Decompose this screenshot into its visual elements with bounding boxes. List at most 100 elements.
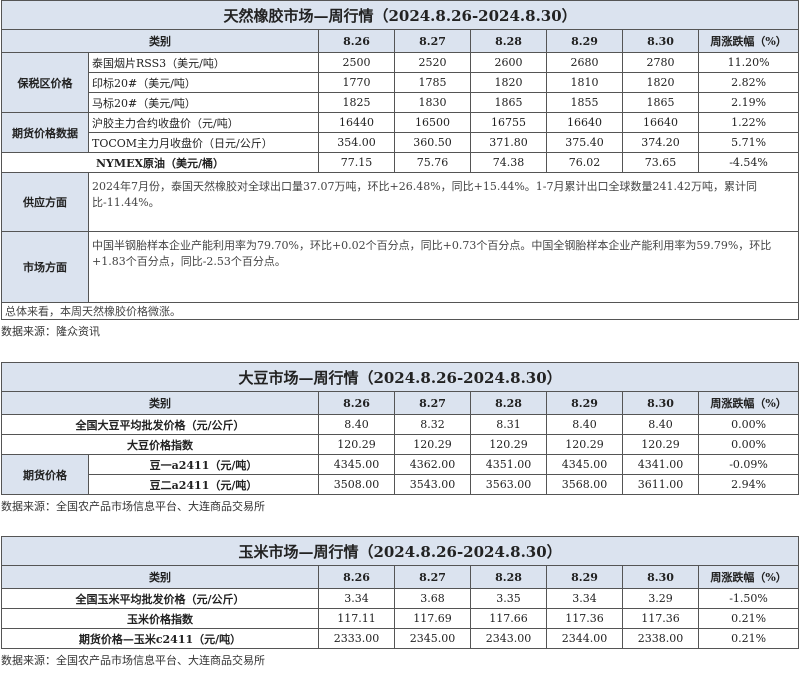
value-cell: 2333.00	[318, 628, 395, 649]
table-title: 玉米市场—周行情（2024.8.26-2024.8.30）	[0, 536, 800, 566]
price-table: 大豆市场—周行情（2024.8.26-2024.8.30） 类别 8.26 8.27 8…	[0, 362, 800, 495]
value-cell: 1810	[546, 72, 623, 93]
value-cell: 75.76	[394, 152, 471, 173]
item-cell: 全国大豆平均批发价格（元/公斤）	[1, 414, 319, 435]
value-cell: 8.32	[394, 414, 471, 435]
change-cell: 2.82%	[697, 72, 800, 93]
price-table: 玉米市场—周行情（2024.8.26-2024.8.30） 类别 8.26 8.27 8…	[0, 536, 800, 649]
header-cell: 8.30	[622, 391, 699, 415]
note-text: 2024年7月份，泰国天然橡胶对全球出口量37.07万吨，环比+26.48%，同…	[87, 172, 800, 232]
header-cell: 8.26	[318, 565, 395, 589]
value-cell: 3611.00	[622, 474, 699, 495]
value-cell: 4362.00	[394, 454, 471, 475]
note-text: 中国半钢胎样本企业产能利用率为79.70%，环比+0.02个百分点，同比+0.7…	[87, 231, 800, 303]
value-cell: 374.20	[622, 132, 699, 153]
value-cell: 16640	[622, 112, 699, 133]
header-cell: 8.26	[318, 29, 395, 53]
item-cell: NYMEX原油（美元/桶）	[1, 152, 319, 173]
value-cell: 120.29	[394, 434, 471, 455]
value-cell: 4345.00	[546, 454, 623, 475]
value-cell: 8.40	[318, 414, 395, 435]
value-cell: 3.68	[394, 588, 471, 609]
value-cell: 16500	[394, 112, 471, 133]
value-cell: 1785	[394, 72, 471, 93]
item-cell: 全国玉米平均批发价格（元/公斤）	[1, 588, 319, 609]
data-source: 数据来源：全国农产品市场信息平台、大连商品交易所	[1, 654, 265, 667]
value-cell: 2600	[470, 52, 547, 73]
header-cell: 8.28	[470, 391, 547, 415]
header-cell: 8.28	[470, 565, 547, 589]
header-cell: 类别	[1, 29, 319, 53]
header-cell: 8.30	[622, 565, 699, 589]
header-cell: 类别	[1, 391, 319, 415]
value-cell: 3508.00	[318, 474, 395, 495]
header-cell: 周涨跌幅（%）	[697, 29, 800, 53]
market-section: 天然橡胶市场—周行情（2024.8.26-2024.8.30） 类别 8.26 8.2…	[0, 0, 800, 339]
value-cell: 77.15	[318, 152, 395, 173]
value-cell: 2520	[394, 52, 471, 73]
value-cell: 3.34	[318, 588, 395, 609]
value-cell: 2680	[546, 52, 623, 73]
title-row: 大豆市场—周行情（2024.8.26-2024.8.30）	[0, 362, 800, 392]
item-cell: 豆一a2411（元/吨）	[88, 454, 319, 475]
title-row: 天然橡胶市场—周行情（2024.8.26-2024.8.30）	[0, 0, 800, 30]
data-row: 全国大豆平均批发价格（元/公斤） 8.40 8.32 8.31 8.40 8.40 0.00…	[1, 414, 800, 435]
value-cell: 2344.00	[546, 628, 623, 649]
header-cell: 周涨跌幅（%）	[697, 565, 800, 589]
change-cell: 11.20%	[697, 52, 800, 73]
value-cell: 117.11	[318, 608, 395, 629]
title-row: 玉米市场—周行情（2024.8.26-2024.8.30）	[0, 536, 800, 566]
change-cell: -0.09%	[697, 454, 800, 475]
value-cell: 74.38	[470, 152, 547, 173]
header-cell: 8.26	[318, 391, 395, 415]
item-cell: 马标20#（美元/吨）	[88, 92, 319, 113]
value-cell: 3563.00	[470, 474, 547, 495]
header-row: 类别 8.26 8.27 8.28 8.29 8.30 周涨跌幅（%）	[1, 29, 800, 53]
data-row: 全国玉米平均批发价格（元/公斤） 3.34 3.68 3.35 3.34 3.29 -1.5…	[1, 588, 800, 609]
data-row: 印标20#（美元/吨） 1770 1785 1820 1810 1820 2.82%	[2, 72, 800, 93]
data-source: 数据来源：隆众资讯	[1, 325, 100, 338]
header-cell: 8.27	[394, 391, 471, 415]
item-cell: 印标20#（美元/吨）	[88, 72, 319, 93]
item-cell: 沪胶主力合约收盘价（元/吨）	[88, 112, 319, 133]
header-cell: 8.29	[546, 391, 623, 415]
value-cell: 16755	[470, 112, 547, 133]
data-row: 大豆价格指数 120.29 120.29 120.29 120.29 120.29 0.00…	[1, 434, 800, 455]
value-cell: 8.31	[470, 414, 547, 435]
data-row: 期货价格 豆一a2411（元/吨） 4345.00 4362.00 4351.00 434…	[1, 454, 800, 495]
group-label: 保税区价格	[1, 52, 89, 113]
value-cell: 3.35	[470, 588, 547, 609]
value-cell: 16640	[546, 112, 623, 133]
note-row: 供应方面 2024年7月份，泰国天然橡胶对全球出口量37.07万吨，环比+26.4…	[1, 172, 800, 232]
header-cell: 8.29	[546, 565, 623, 589]
change-cell: 2.94%	[697, 474, 800, 495]
header-cell: 8.28	[470, 29, 547, 53]
data-row: 期货价格—玉米c2411（元/吨） 2333.00 2345.00 2343.00 23…	[1, 628, 800, 649]
value-cell: 1820	[470, 72, 547, 93]
data-source: 数据来源：全国农产品市场信息平台、大连商品交易所	[1, 500, 265, 513]
item-cell: 豆二a2411（元/吨）	[88, 474, 319, 495]
value-cell: 3543.00	[394, 474, 471, 495]
value-cell: 1830	[394, 92, 471, 113]
value-cell: 8.40	[622, 414, 699, 435]
value-cell: 4351.00	[470, 454, 547, 475]
item-cell: TOCOM主力月收盘价（日元/公斤）	[88, 132, 319, 153]
price-table: 天然橡胶市场—周行情（2024.8.26-2024.8.30） 类别 8.26 8.2…	[0, 0, 800, 320]
data-row: NYMEX原油（美元/桶） 77.15 75.76 74.38 76.02 73.65 -4…	[1, 152, 800, 173]
value-cell: 2500	[318, 52, 395, 73]
data-row: 保税区价格 泰国烟片RSS3（美元/吨） 2500 2520 2600 2680 2780 1…	[1, 52, 800, 113]
value-cell: 120.29	[546, 434, 623, 455]
note-row: 市场方面 中国半钢胎样本企业产能利用率为79.70%，环比+0.02个百分点，同比…	[1, 231, 800, 303]
header-row: 类别 8.26 8.27 8.28 8.29 8.30 周涨跌幅（%）	[1, 391, 800, 415]
item-cell: 大豆价格指数	[1, 434, 319, 455]
header-cell: 类别	[1, 565, 319, 589]
group-label: 期货价格数据	[1, 112, 89, 153]
value-cell: 4345.00	[318, 454, 395, 475]
table-title: 大豆市场—周行情（2024.8.26-2024.8.30）	[0, 362, 800, 392]
value-cell: 117.66	[470, 608, 547, 629]
header-cell: 周涨跌幅（%）	[697, 391, 800, 415]
value-cell: 2338.00	[622, 628, 699, 649]
item-cell: 玉米价格指数	[1, 608, 319, 629]
value-cell: 1770	[318, 72, 395, 93]
